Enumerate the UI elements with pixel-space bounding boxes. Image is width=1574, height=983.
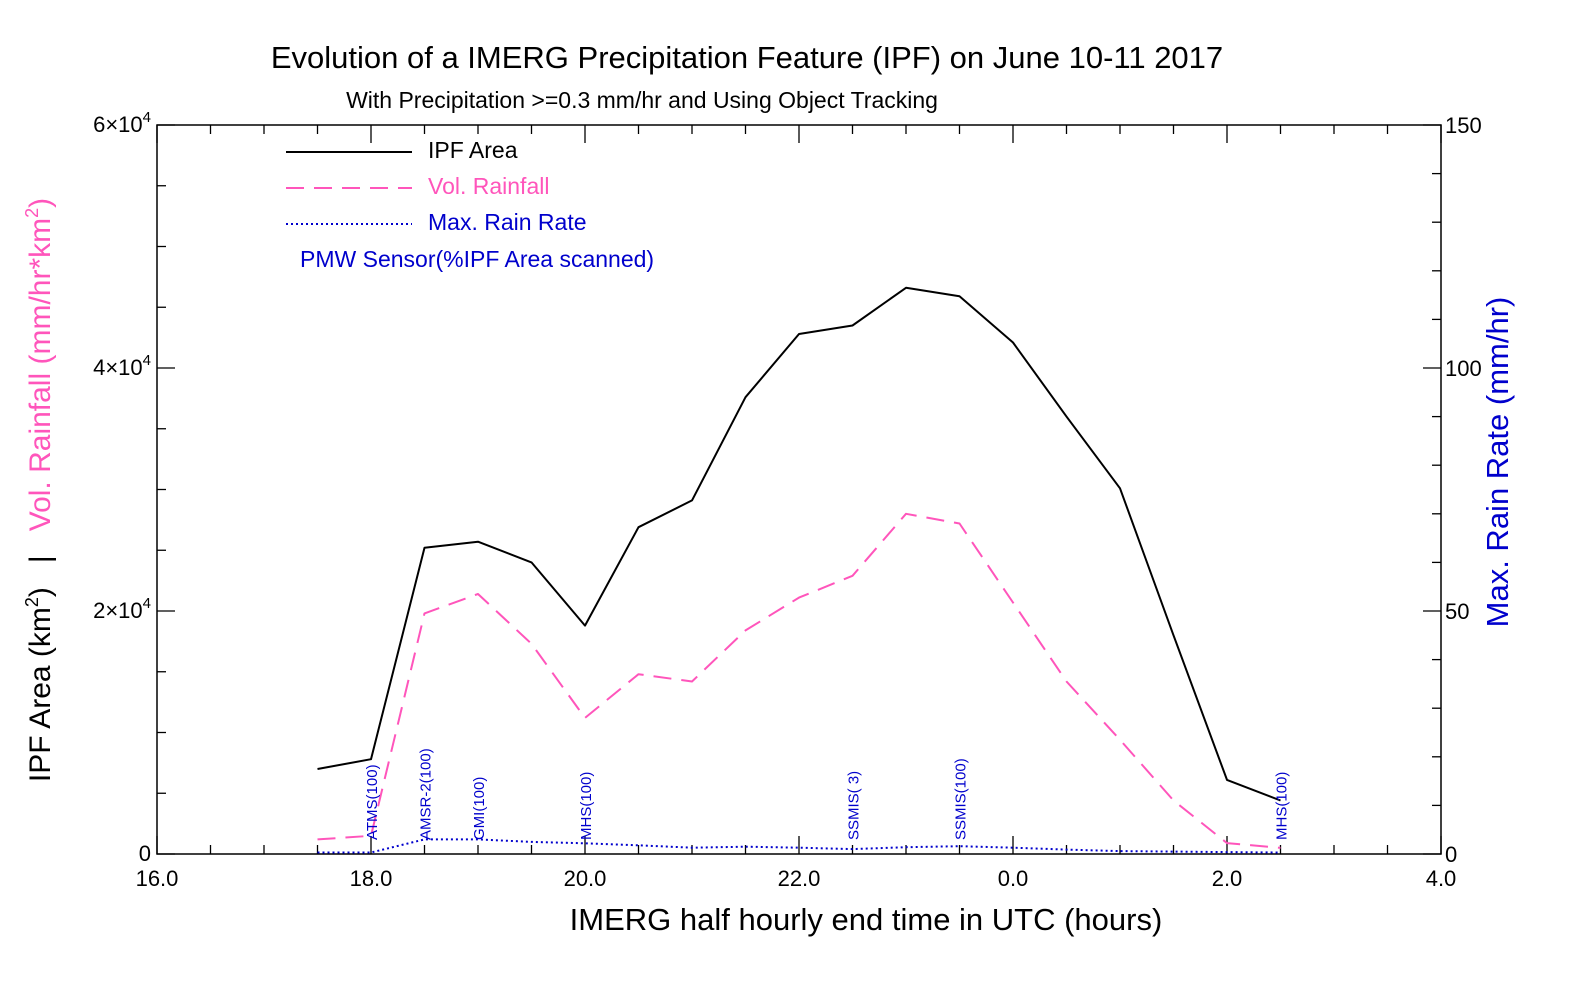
plot-frame — [156, 124, 1442, 855]
y-label-area-sup: 2 — [22, 597, 42, 607]
x-axis-ticks: 16.0 18.0 20.0 22.0 0.0 2.0 4.0 — [136, 125, 1457, 891]
y-right-tick-label: 100 — [1445, 356, 1482, 381]
x-tick-label: 22.0 — [778, 866, 821, 891]
left-y-axis-label: IPF Area (km2)|Vol. Rainfall (mm/hr*km2) — [22, 198, 57, 782]
sensor-annotation: AMSR-2(100) — [418, 748, 435, 840]
series-layer — [317, 286, 1281, 854]
left-y-axis-ticks: 0 2×104 4×104 6×104 — [93, 109, 175, 866]
sensor-annotation: SSMIS(100) — [953, 758, 970, 840]
y-right-tick-label: 50 — [1445, 599, 1469, 624]
y-label-volrain-sup: 2 — [22, 208, 42, 218]
y-left-tick-label: 4×104 — [93, 352, 151, 380]
y-label-area: IPF Area (km — [24, 607, 57, 782]
sensor-annotation: SSMIS( 3) — [846, 771, 863, 840]
x-tick-label: 2.0 — [1212, 866, 1243, 891]
y-left-tick-label: 2×104 — [93, 595, 151, 623]
sensor-annotation: MHS(100) — [1274, 772, 1291, 840]
x-tick-label: 16.0 — [136, 866, 179, 891]
y-label-separator: | — [24, 555, 57, 563]
legend-label-ipf-area: IPF Area — [428, 137, 518, 163]
y-label-area-close: ) — [24, 587, 57, 597]
y-left-tick-label: 6×104 — [93, 109, 151, 137]
y-label-volrain-close: ) — [24, 198, 57, 208]
x-tick-label: 18.0 — [350, 866, 393, 891]
sensor-annotations: ATMS(100) AMSR-2(100) GMI(100) MHS(100) SSMI… — [364, 748, 1291, 840]
series-line-vol-rainfall — [317, 512, 1281, 849]
legend: IPF Area Vol. Rainfall Max. Rain Rate PM… — [286, 137, 654, 272]
y-right-tick-label: 150 — [1445, 113, 1482, 138]
right-y-axis-ticks: 0 50 100 150 — [1423, 113, 1482, 867]
series-line-ipf-area — [317, 286, 1281, 802]
x-tick-label: 0.0 — [998, 866, 1029, 891]
legend-label-pmw-sensor: PMW Sensor(%IPF Area scanned) — [300, 246, 654, 272]
x-tick-label: 20.0 — [564, 866, 607, 891]
y-right-tick-label: 0 — [1445, 842, 1457, 867]
sensor-annotation: MHS(100) — [578, 772, 595, 840]
y-left-tick-label: 0 — [139, 841, 151, 866]
x-tick-label: 4.0 — [1426, 866, 1457, 891]
x-axis-label: IMERG half hourly end time in UTC (hours… — [570, 902, 1163, 937]
legend-label-max-rain-rate: Max. Rain Rate — [428, 209, 587, 235]
y-label-volrain: Vol. Rainfall (mm/hr*km — [24, 218, 57, 531]
legend-label-vol-rainfall: Vol. Rainfall — [428, 173, 549, 199]
chart-title: Evolution of a IMERG Precipitation Featu… — [271, 40, 1223, 75]
right-y-axis-label: Max. Rain Rate (mm/hr) — [1480, 297, 1515, 628]
sensor-annotation: GMI(100) — [471, 777, 488, 840]
svg-text:IPF Area (km2)|Vol. Rainfall (: IPF Area (km2)|Vol. Rainfall (mm/hr*km2) — [22, 198, 57, 782]
chart-subtitle: With Precipitation >=0.3 mm/hr and Using… — [346, 87, 938, 113]
sensor-annotation: ATMS(100) — [364, 764, 381, 840]
